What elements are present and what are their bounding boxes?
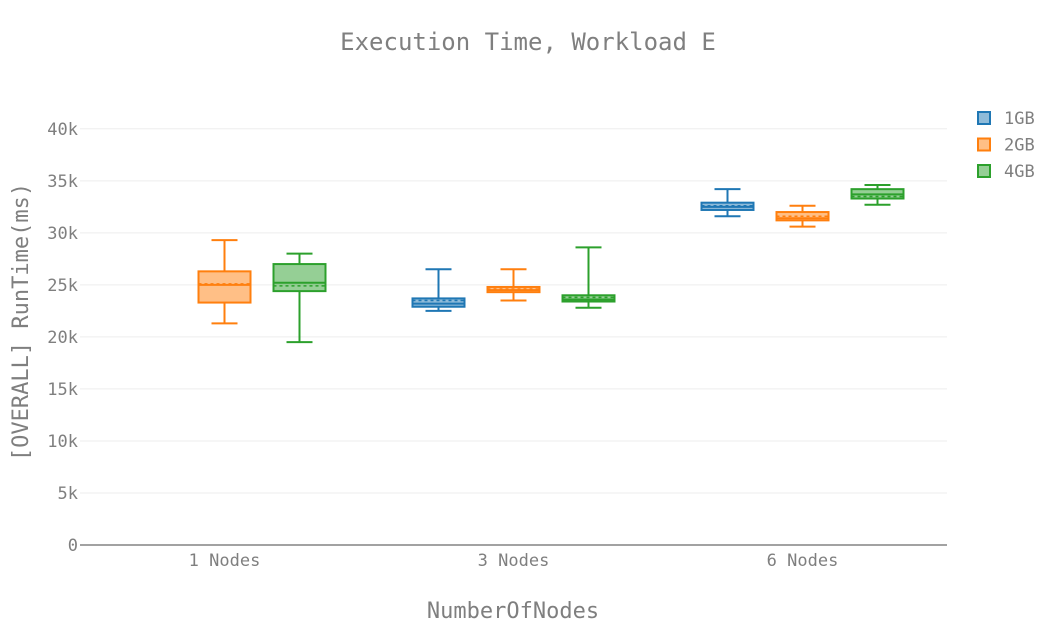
x-axis-ticks: 1 Nodes 3 Nodes 6 Nodes bbox=[189, 551, 839, 571]
y-axis-ticks: 0 5k 10k 15k 20k 25k 30k 35k 40k bbox=[47, 120, 78, 556]
legend-label: 4GB bbox=[1004, 162, 1035, 182]
legend: 1GB 2GB 4GB bbox=[977, 109, 1035, 182]
y-tick-label: 40k bbox=[47, 120, 78, 140]
x-axis-title: NumberOfNodes bbox=[427, 599, 599, 624]
y-tick-label: 15k bbox=[47, 380, 78, 400]
y-tick-label: 5k bbox=[58, 484, 78, 504]
y-tick-label: 25k bbox=[47, 276, 78, 296]
box-1GB-6-nodes bbox=[700, 188, 755, 218]
iqr-box bbox=[272, 263, 327, 293]
legend-swatch bbox=[977, 164, 991, 178]
x-tick-label: 3 Nodes bbox=[478, 551, 550, 571]
box-1GB-3-nodes bbox=[411, 268, 466, 312]
x-tick-label: 6 Nodes bbox=[767, 551, 839, 571]
gridlines bbox=[80, 128, 947, 494]
plot-area bbox=[197, 183, 905, 344]
legend-label: 1GB bbox=[1004, 109, 1035, 129]
y-axis-title: [OVERALL] RunTime(ms) bbox=[9, 183, 34, 461]
iqr-box bbox=[561, 294, 616, 303]
legend-item-1gb: 1GB bbox=[977, 109, 1035, 129]
chart-title: Execution Time, Workload E bbox=[340, 28, 716, 56]
box-2GB-6-nodes bbox=[775, 204, 830, 228]
box-2GB-1-nodes bbox=[197, 239, 252, 325]
box-4GB-3-nodes bbox=[561, 246, 616, 309]
iqr-box bbox=[197, 270, 252, 304]
iqr-box bbox=[411, 297, 466, 308]
legend-item-4gb: 4GB bbox=[977, 162, 1035, 182]
y-tick-label: 20k bbox=[47, 328, 78, 348]
legend-item-2gb: 2GB bbox=[977, 136, 1035, 156]
box-4GB-1-nodes bbox=[272, 252, 327, 344]
box-4GB-6-nodes bbox=[850, 183, 905, 206]
box-2GB-3-nodes bbox=[486, 268, 541, 302]
legend-label: 2GB bbox=[1004, 136, 1035, 156]
x-tick-label: 1 Nodes bbox=[189, 551, 261, 571]
legend-swatch bbox=[977, 137, 991, 152]
legend-swatch bbox=[977, 111, 991, 125]
y-tick-label: 0 bbox=[68, 536, 78, 556]
y-tick-label: 35k bbox=[47, 172, 78, 192]
y-tick-label: 30k bbox=[47, 224, 78, 244]
y-tick-label: 10k bbox=[47, 432, 78, 452]
